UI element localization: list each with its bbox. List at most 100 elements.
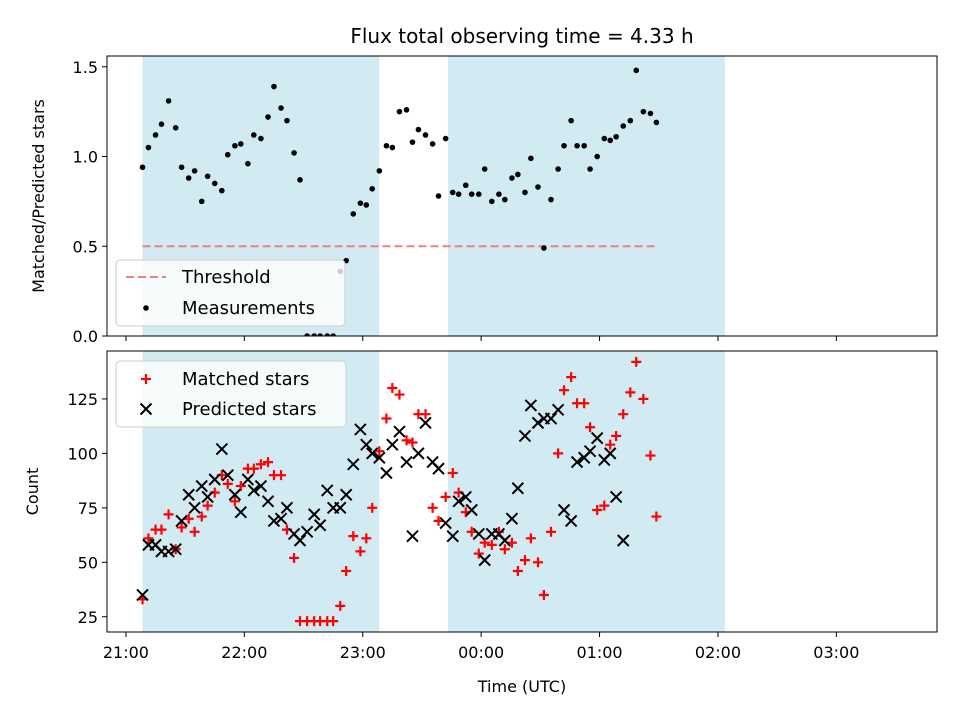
series-predicted-stars: [136, 399, 630, 602]
measurement-point: [251, 132, 257, 138]
y-tick-label: 1.0: [73, 148, 98, 167]
measurement-point: [258, 135, 264, 142]
predicted-star-point: [511, 482, 525, 495]
predicted-star-point: [360, 438, 373, 451]
measurement-point: [324, 333, 331, 336]
measurement-point: [509, 175, 515, 181]
matched-star-point: [512, 566, 523, 577]
measurement-point: [522, 189, 528, 196]
measurement-point: [152, 132, 159, 138]
matched-star-point: [532, 557, 543, 568]
measurement-point: [383, 142, 390, 149]
predicted-star-point: [136, 588, 149, 602]
matched-star-point: [361, 533, 372, 544]
predicted-star-point: [300, 525, 314, 539]
predicted-star-point: [432, 462, 445, 475]
measurement-point: [462, 182, 469, 189]
measurement-point: [330, 333, 336, 336]
predicted-star-point: [400, 455, 413, 469]
legend-measurement-swatch: [143, 305, 149, 311]
predicted-star-point: [267, 514, 281, 528]
predicted-star-point: [386, 438, 399, 451]
predicted-star-point: [334, 501, 347, 515]
predicted-star-point: [195, 479, 208, 493]
y-tick-label: 0.0: [73, 327, 98, 346]
measurement-point: [232, 142, 238, 149]
y-tick-label: 100: [67, 444, 98, 463]
predicted-star-point: [412, 447, 425, 460]
measurement-point: [475, 191, 482, 198]
predicted-star-point: [419, 416, 432, 430]
predicted-star-point: [583, 444, 597, 458]
measurement-point: [204, 173, 211, 180]
measurement-point: [541, 245, 547, 251]
measurement-point: [455, 191, 462, 198]
predicted-star-point: [234, 505, 248, 519]
measurement-point: [489, 198, 495, 205]
matched-star-point: [651, 511, 662, 522]
matched-star-point: [355, 546, 366, 557]
predicted-star-point: [254, 479, 268, 493]
predicted-star-point: [531, 416, 545, 430]
predicted-star-point: [393, 425, 406, 438]
measurement-point: [607, 137, 614, 144]
predicted-star-point: [247, 484, 261, 497]
legend: Matched stars Predicted stars: [115, 360, 347, 428]
matched-star-point: [440, 491, 451, 502]
legend-matched-swatch: [141, 374, 151, 384]
matched-star-point: [546, 526, 557, 537]
predicted-star-point: [518, 429, 532, 443]
predicted-star-point: [544, 412, 558, 425]
measurement-point: [369, 186, 376, 192]
measurement-point: [357, 200, 364, 206]
measurement-point: [158, 121, 165, 128]
legend-box: [115, 360, 347, 428]
legend-predicted-swatch: [139, 402, 153, 416]
matched-star-point: [276, 470, 287, 481]
measurement-point: [574, 142, 580, 149]
y-axis-label: Matched/Predicted stars: [29, 99, 48, 293]
matched-star-point: [585, 422, 596, 433]
predicted-star-point: [498, 534, 512, 547]
matched-star-point: [618, 409, 629, 420]
measurement-point: [633, 67, 640, 74]
plot-frame: [106, 55, 938, 337]
count-panel: 25 50 75 100 125 21:00 22:00 23:00 00:00 01:00 02:…: [23, 350, 938, 662]
legend-predicted-label: Predicted stars: [182, 399, 316, 420]
measurement-point: [587, 166, 593, 172]
matched-star-point: [466, 526, 477, 537]
predicted-star-point: [307, 508, 321, 521]
series-measurements: [139, 67, 660, 336]
matched-star-point: [263, 457, 274, 468]
predicted-star-point: [478, 553, 491, 567]
measurement-point: [481, 166, 488, 172]
predicted-star-point: [228, 488, 242, 501]
matched-star-point: [328, 616, 339, 627]
y-tick-label: 0.5: [73, 237, 98, 256]
measurement-point: [627, 117, 634, 124]
predicted-star-point: [339, 488, 353, 501]
measurement-point: [561, 142, 567, 149]
matched-star-point: [420, 409, 431, 420]
measurement-point: [449, 189, 456, 196]
predicted-star-point: [472, 527, 485, 541]
matched-star-point: [407, 437, 418, 448]
measurement-point: [535, 184, 541, 190]
measurement-point: [265, 114, 271, 120]
predicted-star-point: [604, 447, 617, 460]
predicted-star-point: [169, 543, 182, 556]
matched-star-point: [401, 435, 412, 446]
measurement-point: [185, 175, 192, 181]
predicted-star-point: [293, 534, 307, 547]
matched-star-point: [222, 478, 233, 489]
predicted-star-point: [241, 473, 255, 486]
matched-star-point: [566, 372, 577, 383]
predicted-star-point: [557, 503, 571, 517]
predicted-star-point: [208, 473, 221, 486]
measurement-point: [435, 193, 442, 199]
matched-star-point: [559, 385, 570, 396]
y-tick-label: 1.5: [73, 58, 98, 77]
predicted-star-point: [354, 423, 367, 436]
predicted-star-point: [313, 519, 327, 532]
